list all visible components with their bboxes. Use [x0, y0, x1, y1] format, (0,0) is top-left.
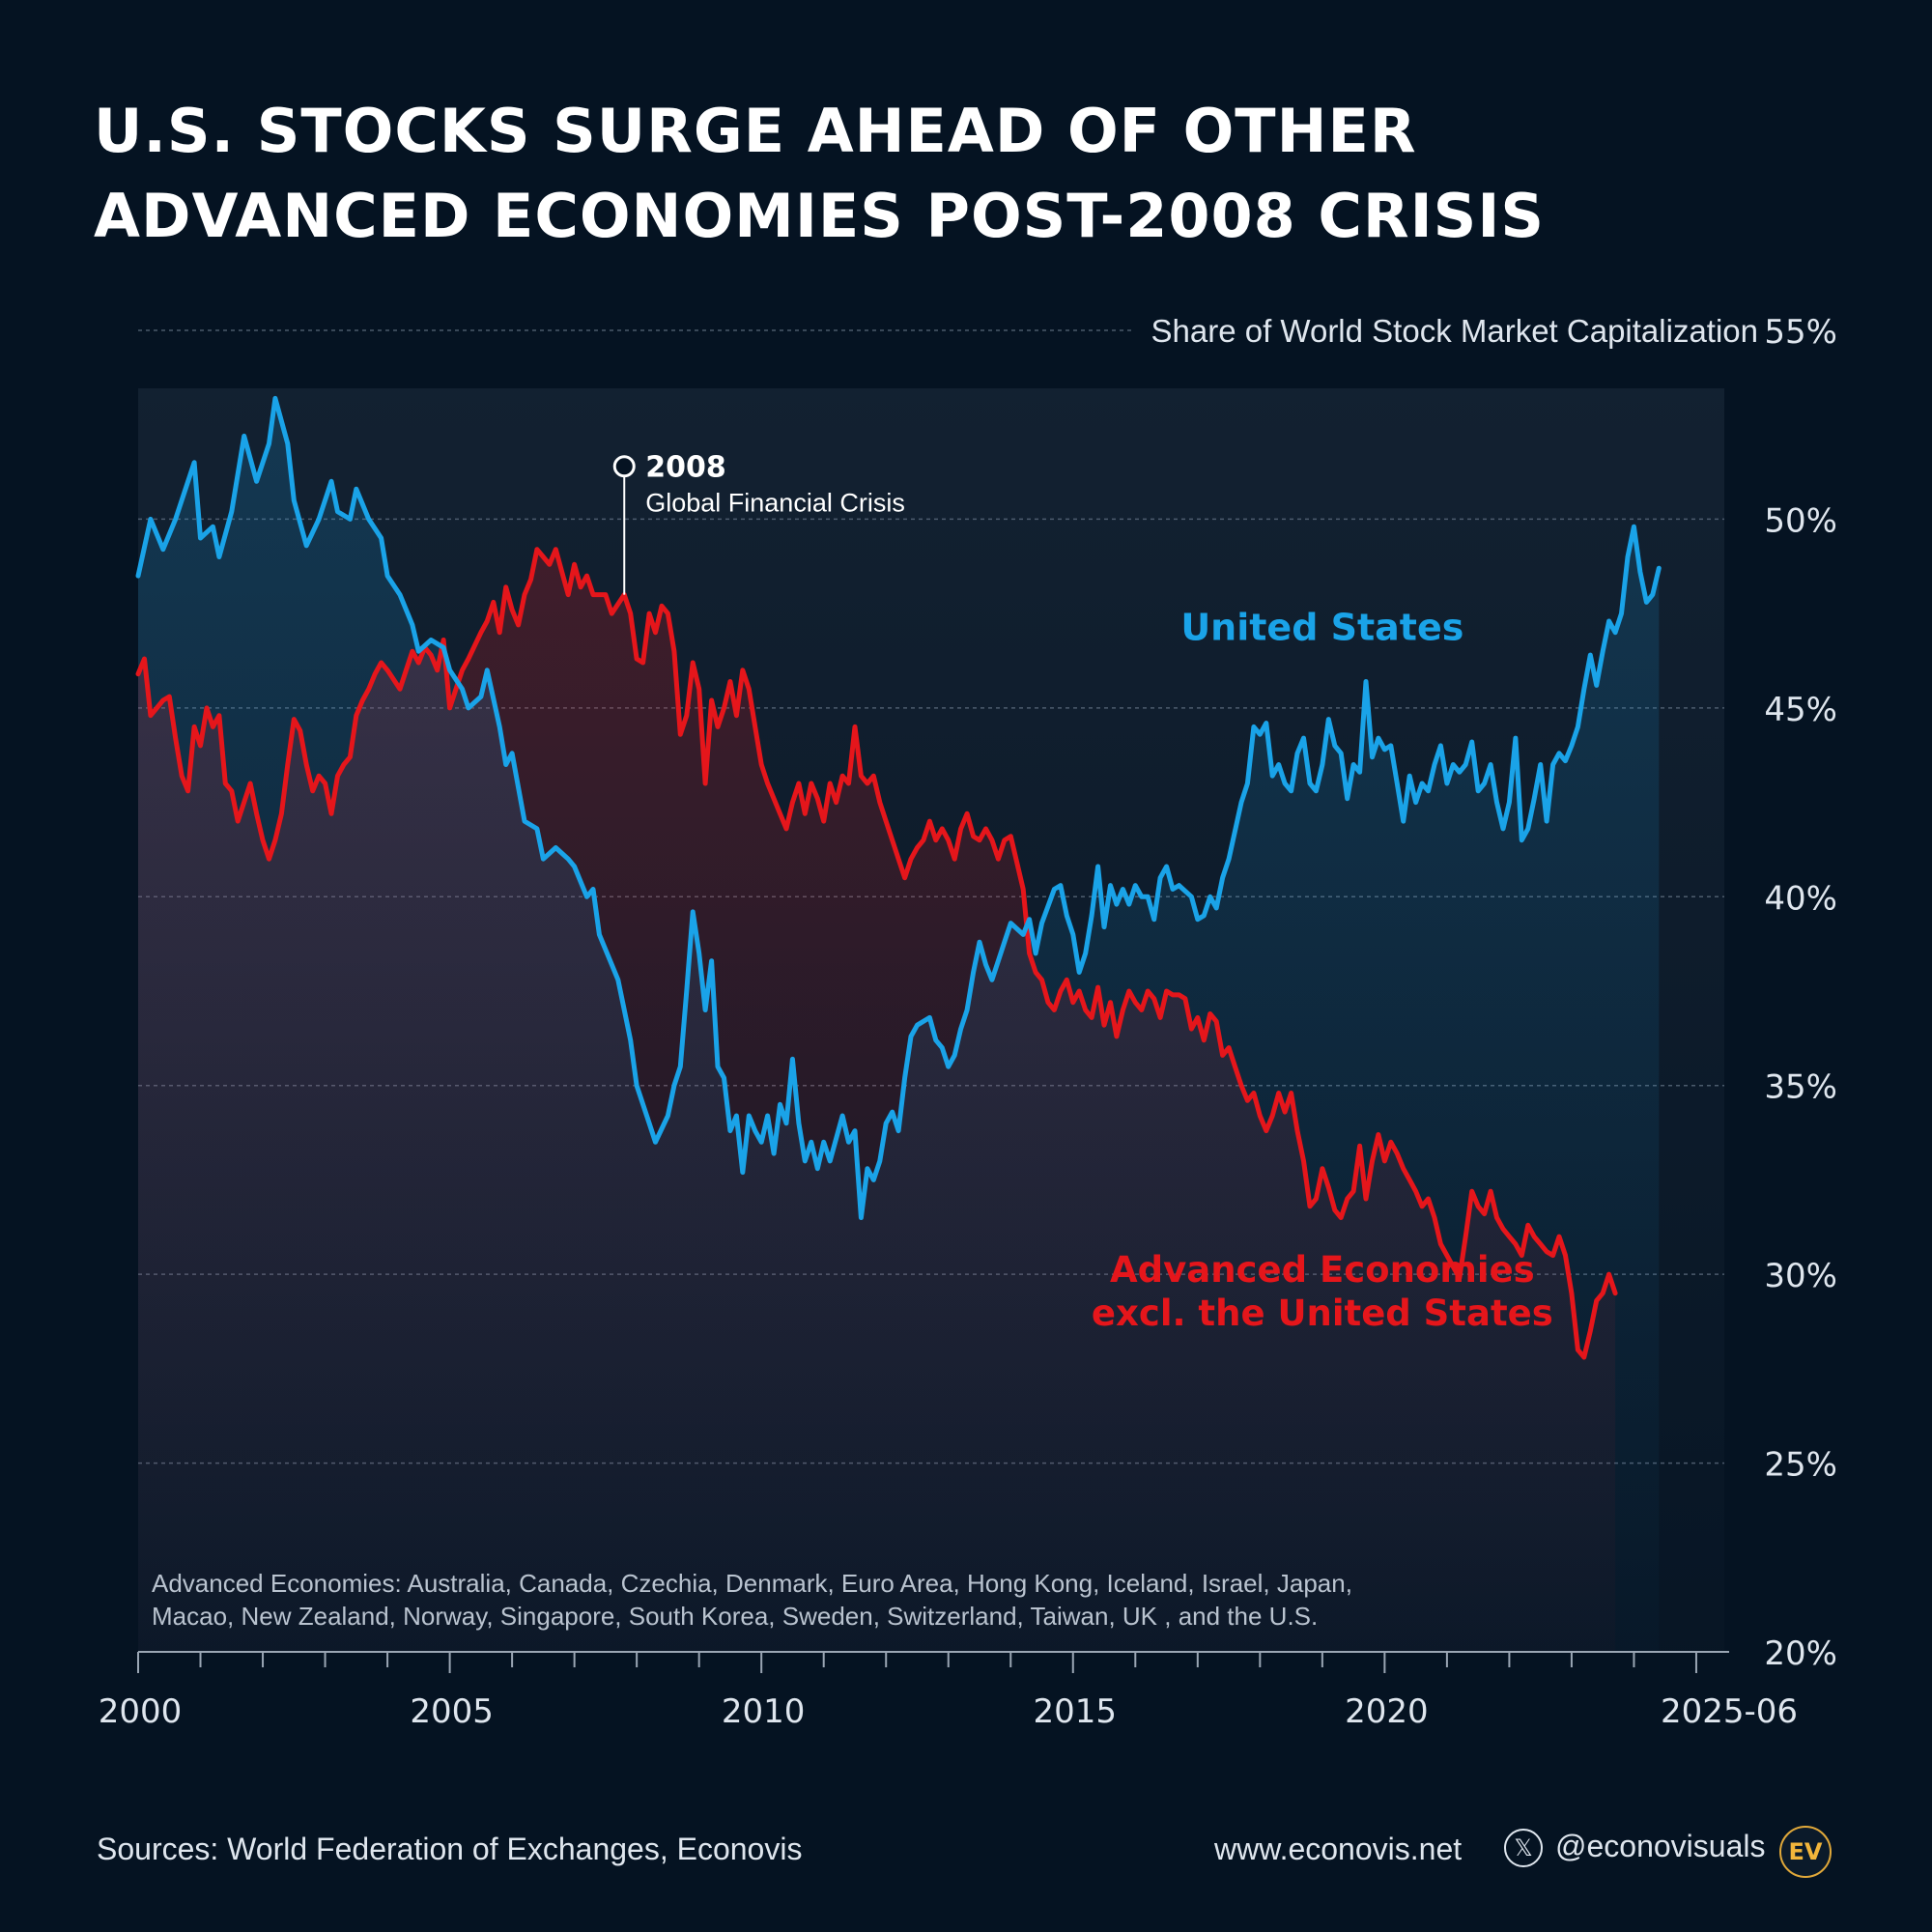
series-line-advanced-economies — [135, 547, 1618, 1360]
series-line-united-states — [135, 395, 1662, 1220]
social-handle[interactable]: @econovisuals — [1555, 1829, 1766, 1863]
y-tick-label: 45% — [1764, 691, 1837, 729]
y-tick-label: 20% — [1764, 1634, 1837, 1673]
website-link[interactable]: www.econovis.net — [1214, 1832, 1463, 1866]
y-tick-label: 40% — [1764, 879, 1837, 918]
x-tick-label: 2020 — [1345, 1692, 1429, 1731]
annotation-year: 2008 — [645, 451, 726, 485]
axis-layer: 55% 50% 45% 40% 35% 30% 25% 20% Share of World S… — [99, 313, 1837, 1731]
y-tick-label: 50% — [1764, 501, 1837, 540]
x-tick-label: 2005 — [410, 1692, 494, 1731]
x-tick-label: 2025-06 — [1661, 1692, 1798, 1731]
x-tick-label: 2015 — [1034, 1692, 1118, 1731]
x-tick-label: 2000 — [99, 1692, 183, 1731]
line-layer — [135, 395, 1662, 1360]
annotation-label: Global Financial Crisis — [645, 489, 905, 518]
y-axis-title: Share of World Stock Market Capitalizati… — [1151, 313, 1759, 349]
note-line-2: Macao, New Zealand, Norway, Singapore, S… — [152, 1602, 1318, 1631]
y-tick-label: 35% — [1764, 1068, 1837, 1107]
econovis-logo: EV — [1779, 1826, 1832, 1878]
title-line-2: ADVANCED ECONOMIES POST-2008 CRISIS — [94, 181, 1546, 251]
note-line-1: Advanced Economies: Australia, Canada, C… — [152, 1569, 1352, 1598]
x-tick-label: 2010 — [722, 1692, 806, 1731]
y-tick-label: 55% — [1764, 313, 1837, 352]
area-united-states — [138, 398, 1660, 1652]
series-label-advanced-line-1: Advanced Economies — [1110, 1249, 1535, 1291]
y-tick-label: 30% — [1764, 1257, 1837, 1295]
title-line-1: U.S. STOCKS SURGE AHEAD OF OTHER — [94, 96, 1417, 166]
annotation-marker — [612, 455, 636, 478]
x-logo-icon[interactable]: 𝕏 — [1504, 1829, 1543, 1867]
series-label-united-states: United States — [1180, 607, 1463, 649]
series-label-advanced-line-2: excl. the United States — [1092, 1293, 1553, 1334]
sources-note: Sources: World Federation of Exchanges, … — [97, 1832, 803, 1866]
y-tick-label: 25% — [1764, 1446, 1837, 1485]
page-title: U.S. STOCKS SURGE AHEAD OF OTHER ADVANCE… — [94, 89, 1545, 259]
